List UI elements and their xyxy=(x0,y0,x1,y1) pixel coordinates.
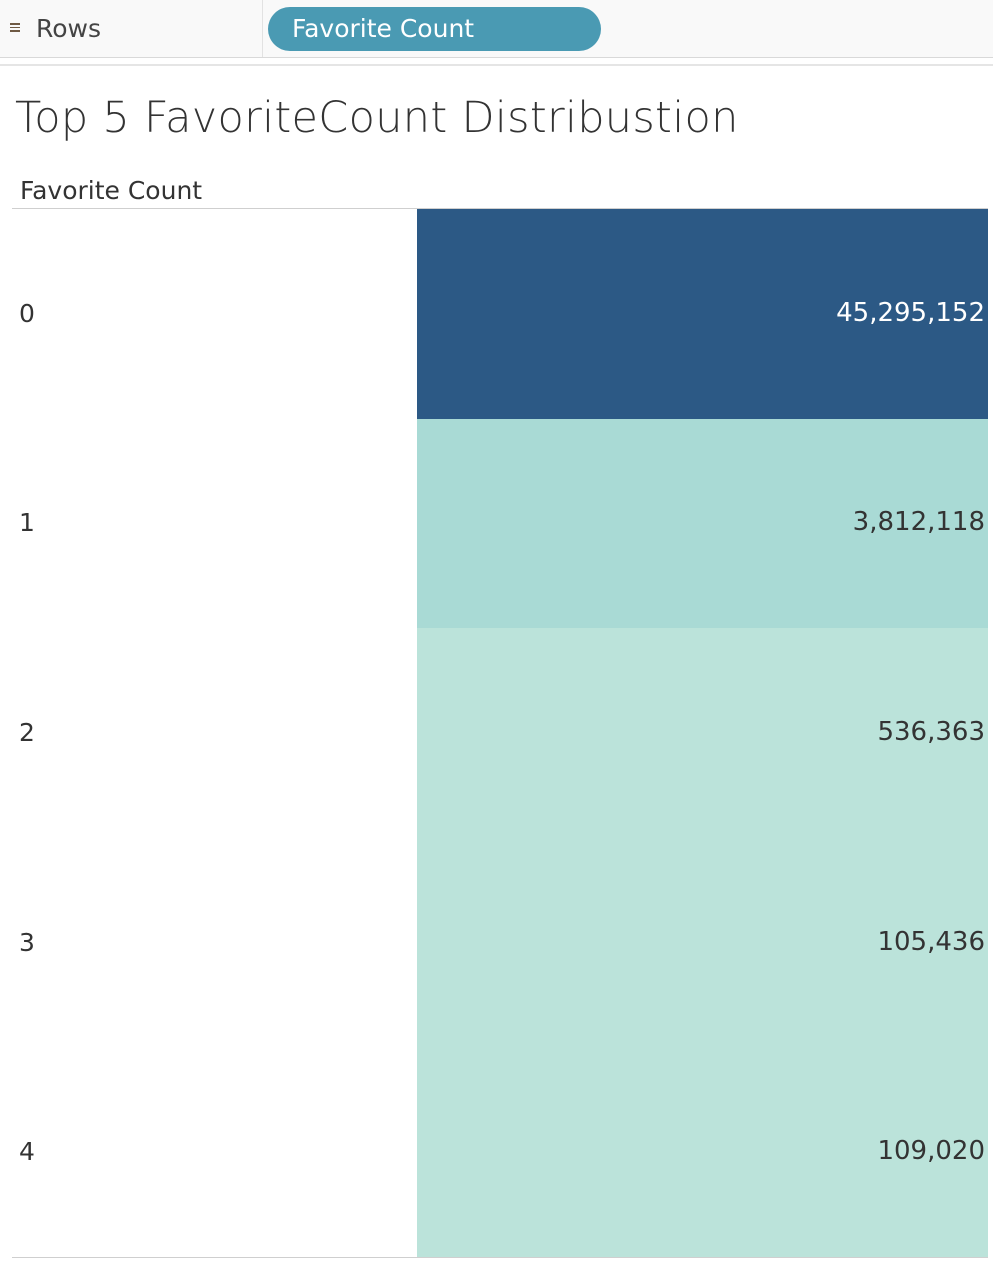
row-label: 1 xyxy=(19,508,35,538)
row-header-favorite-count: Favorite Count xyxy=(20,176,203,205)
header-divider xyxy=(12,208,988,209)
table-row: 3 105,436 xyxy=(0,837,993,1048)
row-label: 3 xyxy=(19,927,35,957)
cell-value-label: 3,812,118 xyxy=(852,507,985,538)
row-label: 2 xyxy=(19,717,35,747)
heatmap-cell[interactable]: 536,363 xyxy=(417,628,988,839)
favorite-count-pill[interactable]: Favorite Count xyxy=(268,7,601,51)
heatmap-cell[interactable]: 3,812,118 xyxy=(417,418,988,629)
table-row: 2 536,363 xyxy=(0,628,993,839)
heatmap-table: 0 45,295,152 1 3,812,118 2 536,363 3 105,436 4 10… xyxy=(0,209,993,1257)
table-row: 0 45,295,152 xyxy=(0,209,993,420)
table-row: 4 109,020 xyxy=(0,1047,993,1257)
cell-value-label: 105,436 xyxy=(877,926,985,957)
rows-shelf: Rows Favorite Count xyxy=(0,0,993,58)
cell-value-label: 45,295,152 xyxy=(836,297,985,328)
cell-value-label: 109,020 xyxy=(877,1136,985,1167)
cell-value-label: 536,363 xyxy=(877,716,985,747)
heatmap-cell[interactable]: 45,295,152 xyxy=(417,209,988,420)
table-row: 1 3,812,118 xyxy=(0,418,993,629)
chart-title: Top 5 FavoriteCount Distribustion xyxy=(15,93,739,143)
rows-shelf-label: Rows xyxy=(36,14,102,43)
heatmap-cell[interactable]: 109,020 xyxy=(417,1047,988,1257)
table-bottom-divider xyxy=(12,1257,988,1258)
list-icon xyxy=(10,23,20,32)
heatmap-cell[interactable]: 105,436 xyxy=(417,837,988,1048)
row-label: 0 xyxy=(19,298,35,328)
shelf-divider xyxy=(0,64,993,66)
row-label: 4 xyxy=(19,1137,35,1167)
rows-shelf-label-area: Rows xyxy=(0,0,263,57)
